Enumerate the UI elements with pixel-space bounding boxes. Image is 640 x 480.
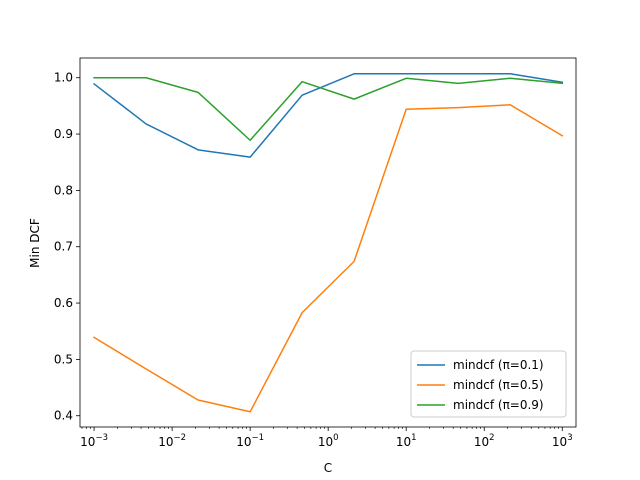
x-tick-label: 100 bbox=[318, 433, 339, 449]
x-tick-label: 101 bbox=[396, 433, 417, 449]
y-axis-label: Min DCF bbox=[28, 218, 42, 268]
y-tick-label: 0.4 bbox=[54, 409, 73, 423]
legend-label-1: mindcf (π=0.1) bbox=[453, 358, 544, 372]
x-tick-label: 102 bbox=[474, 433, 495, 449]
series-layer bbox=[93, 73, 564, 413]
y-tick-label: 0.7 bbox=[54, 240, 73, 254]
y-tick-label: 0.9 bbox=[54, 127, 73, 141]
y-tick-label: 1.0 bbox=[54, 71, 73, 85]
legend-label-2: mindcf (π=0.5) bbox=[453, 378, 544, 392]
legend-label-3: mindcf (π=0.9) bbox=[453, 398, 544, 412]
series-line-1 bbox=[93, 73, 564, 158]
x-tick-label: 10−1 bbox=[236, 433, 264, 449]
x-axis-label: C bbox=[324, 461, 332, 475]
series-line-3 bbox=[93, 76, 564, 141]
legend-box bbox=[410, 350, 567, 418]
x-tick-label: 103 bbox=[552, 433, 573, 449]
y-tick-label: 0.5 bbox=[54, 352, 73, 366]
y-tick-label: 0.6 bbox=[54, 296, 73, 310]
x-tick-label: 10−3 bbox=[80, 433, 108, 449]
series-line-2 bbox=[93, 104, 564, 413]
x-tick-label: 10−2 bbox=[158, 433, 186, 449]
y-tick-label: 0.8 bbox=[54, 183, 73, 197]
legend: mindcf (π=0.1) mindcf (π=0.5) mindcf (π=0.… bbox=[410, 350, 567, 418]
axes-layer: 10−3 10−2 10−1 100 101 102 103 0.4 0.5 0.6 0.7 0.8 0… bbox=[54, 57, 577, 449]
